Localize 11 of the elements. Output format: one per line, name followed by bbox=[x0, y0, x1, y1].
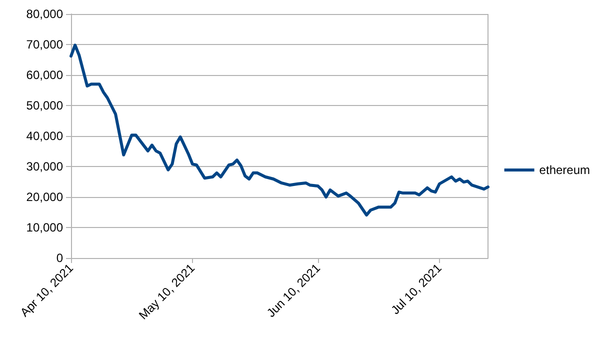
y-tick-label: 60,000 bbox=[26, 68, 64, 82]
y-tick-label: 0 bbox=[56, 251, 64, 265]
y-tick-label: 70,000 bbox=[26, 38, 64, 52]
legend-label: ethereum bbox=[539, 163, 590, 177]
y-tick-label: 80,000 bbox=[26, 7, 64, 21]
y-tick-label: 30,000 bbox=[26, 160, 64, 174]
line-series bbox=[70, 44, 490, 216]
y-tick-label: 50,000 bbox=[26, 98, 64, 112]
y-tick-label: 40,000 bbox=[26, 129, 64, 143]
y-tick-label: 20,000 bbox=[26, 190, 64, 204]
y-tick-label: 10,000 bbox=[26, 220, 64, 234]
